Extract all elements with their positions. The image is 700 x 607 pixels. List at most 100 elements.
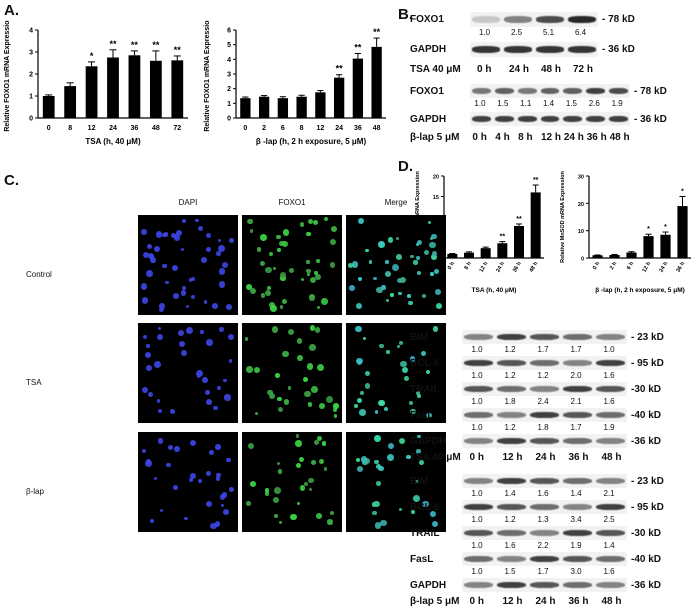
cell [265,266,272,274]
microscopy-image [346,215,446,315]
densitometry-value: 1.0 [471,489,483,498]
time-point-label: 24 h [509,64,530,75]
cell [421,293,426,298]
blot-row-label: BCL-6 [410,502,440,513]
cell [358,277,363,282]
blot-strip [470,42,598,57]
cell [387,237,394,243]
cell [356,398,363,404]
cell [317,306,321,310]
cell [217,239,221,243]
microscopy-column-label: FOXO1 [278,198,306,207]
blot-row-label: BIM [410,476,429,487]
cell [273,487,281,495]
blot-band [596,359,625,367]
cell [184,516,188,521]
densitometry-value: 2.6 [588,99,600,108]
blot-band [517,115,537,123]
cell [167,445,173,451]
cell [423,249,430,256]
blot-band [536,46,564,53]
microscopy-column-label: Merge [384,198,408,207]
y-tick-label: 0 [29,116,33,123]
cell [206,246,212,252]
blot-band [563,333,592,341]
cell [329,239,336,246]
significance-mark: ** [373,27,381,37]
cell [205,470,211,476]
cell [215,472,221,478]
microscopy-image [242,215,342,315]
bar [447,253,458,258]
cell [385,350,390,355]
blot-band [464,333,493,341]
blot-band [596,333,625,341]
microscopy-row-label: Control [26,270,52,279]
cell [430,237,434,241]
cell [360,456,368,464]
densitometry-value: 1.6 [603,371,615,380]
cell [364,370,371,376]
cell [295,440,302,447]
time-point-label: 24 h [535,452,556,463]
cell [267,285,272,290]
time-point-label: 12 h [502,452,523,463]
cell [204,390,210,396]
cell [190,294,196,300]
western-blot-e: BIM - 23 kD 1.0 1.2 1.7 1.7 1.0 BCL-6 - 95 kD 1.0… [410,330,700,607]
densitometry-value: 2.0 [570,371,582,380]
cell [216,250,221,256]
cell [143,334,148,339]
cell [144,352,151,358]
x-tick-label: 12 [88,125,96,132]
cell [396,253,402,260]
cell [398,291,403,296]
blot-band [609,115,628,123]
x-tick-label: 6 [281,125,285,132]
bar [371,46,382,118]
cell [276,234,281,240]
cell [395,237,399,241]
cell [142,297,149,304]
cell [147,244,153,250]
cell [217,245,225,253]
blot-row-label: BCL-6 [410,358,440,369]
cell [315,274,322,281]
cell [365,248,369,253]
panel-label-b: B. [398,6,413,23]
significance-mark: * [90,51,94,61]
cell [384,270,391,277]
cell [417,434,421,439]
cell [166,463,171,468]
blot-band [494,87,514,95]
cell [256,247,262,252]
cell [225,304,232,311]
bar [277,98,289,118]
cell [311,386,318,393]
blot-strip [462,578,627,592]
microscopy-image [138,432,238,532]
cell [327,519,333,525]
x-tick-label: 24 h [659,260,670,273]
cell [355,457,361,463]
blot-band [472,87,491,95]
blot-band [540,87,560,95]
cell [288,386,292,390]
y-tick-label: 6 [227,28,231,35]
molecular-weight-label: -30 kD [631,384,662,395]
treatment-label: TSA 40 μM [410,64,461,75]
bar [514,226,524,258]
cell [314,271,318,275]
cell [303,376,309,382]
microscopy-row-label: TSA [26,378,42,387]
cell [295,434,299,438]
cell [406,454,411,460]
x-tick-label: 36 [354,125,362,132]
densitometry-value: 6.4 [575,28,587,37]
cell [267,389,273,396]
blot-strip [462,526,627,540]
y-tick-label: 10 [578,229,584,235]
cell [265,488,270,493]
molecular-weight-label: - 36 kD [602,44,635,55]
cell [297,338,303,344]
